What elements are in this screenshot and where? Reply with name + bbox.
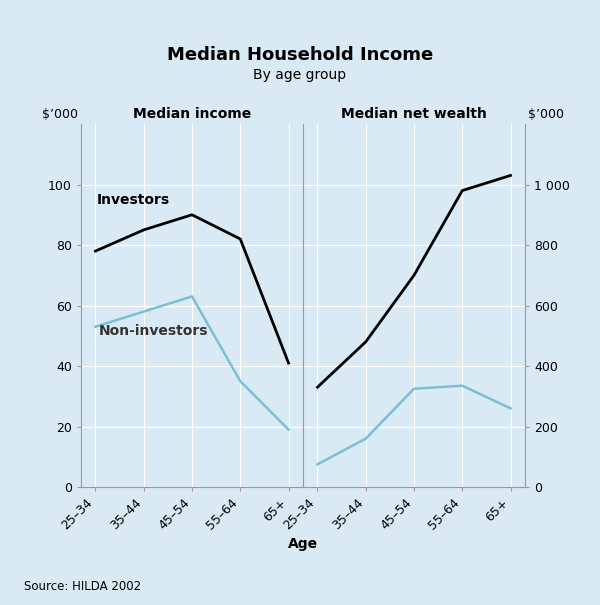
Text: By age group: By age group — [253, 68, 347, 82]
Text: $’000: $’000 — [528, 108, 564, 121]
Text: Age: Age — [288, 537, 318, 551]
Text: Median Household Income: Median Household Income — [167, 45, 433, 64]
Text: $’000: $’000 — [42, 108, 78, 121]
Text: Median income: Median income — [133, 107, 251, 121]
Text: Non-investors: Non-investors — [99, 324, 208, 338]
Text: Median net wealth: Median net wealth — [341, 107, 487, 121]
Text: Source: HILDA 2002: Source: HILDA 2002 — [24, 580, 141, 593]
Text: Investors: Investors — [97, 193, 170, 207]
